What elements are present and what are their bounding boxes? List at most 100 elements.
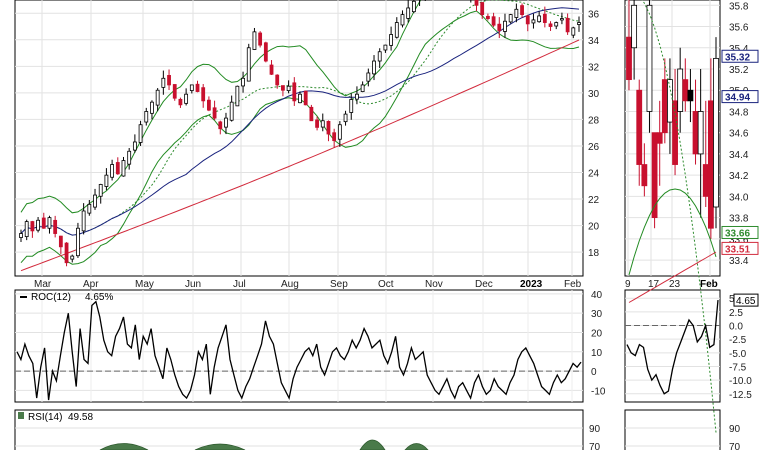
price-tick-label: 18: [588, 248, 600, 259]
zoom-rsi-tick-label: 70: [729, 442, 741, 450]
roc-tick-label: 30: [591, 309, 603, 320]
zoom-tick-label: 34.6: [729, 129, 749, 140]
rsi-tick-label: 70: [589, 442, 601, 450]
zoom-tick-label: 34.0: [729, 192, 749, 203]
zoom-rsi-panel-frame: [624, 409, 721, 450]
candle-body: [70, 255, 75, 260]
candle-body: [24, 221, 29, 237]
candle-body: [298, 93, 302, 104]
price-tick-label: 32: [588, 62, 600, 73]
candle-body: [571, 27, 576, 36]
candle-body: [41, 217, 46, 229]
candle-body: [150, 101, 154, 114]
roc-label: ROC(12): [31, 292, 71, 303]
candle-body: [503, 20, 507, 32]
candle-body: [178, 98, 183, 106]
candle-body: [326, 120, 331, 135]
date-tick-label: Dec: [475, 279, 493, 290]
rsi-legend: RSI(14) 49.58: [18, 412, 93, 423]
candle-body: [206, 99, 211, 111]
roc-tick-label: 10: [591, 348, 603, 359]
zoom-candle-body: [697, 111, 704, 155]
candle-body: [76, 227, 80, 257]
candle-body: [81, 210, 86, 232]
candle-body: [377, 51, 382, 62]
zoom-candle-body: [672, 100, 678, 165]
zoom-tick-label: 34.8: [729, 107, 749, 118]
date-tick-label: Sep: [330, 279, 348, 290]
rsi-legend-swatch: [18, 412, 24, 419]
roc-layer: [15, 300, 720, 401]
candle-body: [309, 106, 314, 122]
candle-body: [537, 15, 542, 23]
candle-body: [47, 217, 52, 229]
roc-value: 4.65%: [85, 292, 113, 303]
candle-body: [30, 221, 35, 232]
roc-tick-label: 0: [591, 367, 597, 378]
candle-body: [485, 15, 490, 19]
candle-body: [275, 74, 280, 86]
price-tick-label: 30: [588, 89, 600, 100]
price-value-tag: 34.94: [725, 93, 750, 104]
zoom-candle-body: [692, 111, 699, 155]
date-tick-label: Mar: [34, 279, 52, 290]
candle-body: [161, 77, 166, 88]
candle-body: [372, 60, 376, 75]
candle-body: [349, 99, 354, 113]
date-tick-label: Jul: [233, 279, 246, 290]
zoom-date-tick-label: 23: [669, 279, 681, 290]
candle-body: [269, 64, 274, 75]
candle-body: [320, 120, 325, 128]
roc-line: [16, 300, 582, 401]
zoom-date-tick-label: Feb: [700, 279, 718, 290]
candle-layer: [19, 0, 581, 267]
candle-body: [343, 113, 348, 123]
price-value-tag-box: [721, 90, 759, 104]
zoom-bollinger-lower-line: [628, 188, 717, 276]
date-tick-label: Apr: [83, 279, 99, 290]
zoom-candle-body: [626, 36, 632, 81]
price-tick-label: 20: [588, 222, 600, 233]
zoom-tick-label: 35.4: [729, 44, 749, 55]
zoom-date-tick-label: 9: [625, 279, 631, 290]
candle-body: [292, 82, 297, 102]
candle-body: [360, 84, 365, 92]
candle-body: [531, 19, 536, 24]
candle-body: [525, 15, 530, 25]
zoom-tick-label: 33.4: [729, 256, 749, 267]
candle-body: [400, 14, 405, 26]
zoom-candle-body: [702, 164, 709, 197]
zoom-tick-label: 35.2: [729, 65, 749, 76]
zoom-candle-body: [636, 89, 643, 165]
price-value-tag: 33.66: [725, 228, 750, 239]
candle-body: [58, 235, 63, 248]
candle-body: [383, 44, 388, 51]
candle-body: [104, 174, 109, 187]
date-tick-label: Oct: [378, 279, 394, 290]
zoom-rsi-tick-label: 90: [729, 424, 741, 435]
candle-body: [560, 18, 564, 21]
candle-body: [577, 22, 581, 25]
zoom-layer: [626, 0, 719, 433]
candle-body: [184, 93, 189, 104]
candle-body: [480, 2, 485, 15]
candle-body: [542, 13, 547, 23]
zoom-tick-label: 33.6: [729, 235, 749, 246]
candle-body: [355, 93, 359, 100]
zoom-tick-label: 34.4: [729, 150, 749, 161]
roc-value-tag-box: [733, 293, 759, 307]
zoom-ma200-line: [628, 251, 717, 303]
candle-body: [155, 89, 160, 106]
candle-body: [337, 124, 342, 140]
price-tick-label: 28: [588, 115, 600, 126]
zoom-tick-label: 33.8: [729, 214, 749, 225]
zoom-candle-body: [646, 4, 653, 112]
candle-body: [411, 0, 416, 13]
axis-layer: 18 20 22 24 26 28 30 32 34 36 Mar Apr May Jun Jul Aug Se…: [34, 1, 759, 450]
candle-body: [497, 23, 502, 31]
candle-body: [252, 31, 257, 50]
rsi-tick-label: 90: [589, 424, 601, 435]
candle-body: [19, 233, 23, 238]
candle-body: [548, 23, 553, 27]
